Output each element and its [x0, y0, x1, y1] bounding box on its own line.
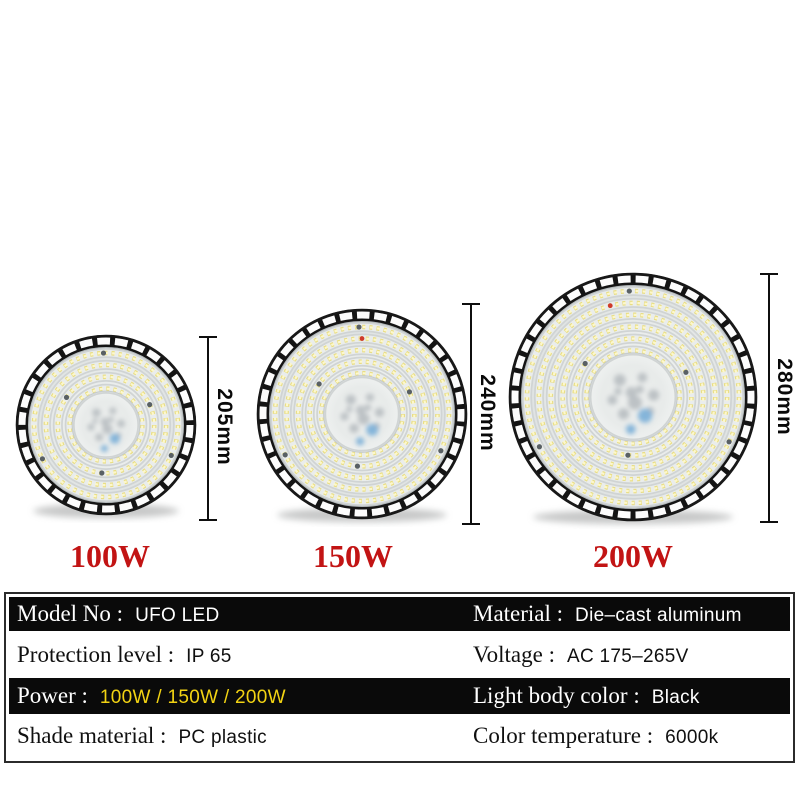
- spec-cell-material: Material : Die–cast aluminum: [465, 601, 790, 627]
- spec-row-model-material: Model No : UFO LED Material : Die–cast a…: [9, 597, 790, 631]
- spec-row-protection-voltage: Protection level : IP 65 Voltage : AC 17…: [9, 631, 790, 678]
- wattage-label-200w: 200W: [593, 538, 673, 574]
- ufo-led-lamp-illustration-200w: [508, 272, 758, 524]
- spec-cell-power: Power : 100W / 150W / 200W: [9, 683, 465, 709]
- dimension-line-200w: [760, 273, 778, 523]
- spec-label-power: Power :: [17, 683, 88, 708]
- spec-label-color-temperature: Color temperature :: [473, 723, 654, 748]
- ufo-led-lamp-illustration-150w: [256, 308, 468, 522]
- spec-label-material: Material :: [473, 601, 564, 626]
- spec-label-model: Model No :: [17, 601, 124, 626]
- spec-value-material: Die–cast aluminum: [575, 605, 742, 626]
- dimension-line-100w: [199, 336, 217, 521]
- spec-table: Model No : UFO LED Material : Die–cast a…: [4, 592, 795, 763]
- spec-value-light-body-color: Black: [651, 687, 700, 708]
- dimension-label-150w: 240mm: [476, 374, 499, 452]
- spec-cell-light-body-color: Light body color : Black: [465, 683, 790, 709]
- dimension-label-100w: 205mm: [213, 388, 236, 466]
- spec-label-light-body-color: Light body color :: [473, 683, 640, 708]
- spec-value-color-temperature: 6000k: [665, 727, 719, 748]
- spec-label-voltage: Voltage :: [473, 641, 555, 667]
- spec-row-shade-colortemp: Shade material : PC plastic Color temper…: [9, 714, 790, 758]
- spec-label-protection-level: Protection level :: [17, 641, 175, 667]
- spec-value-shade-material: PC plastic: [178, 727, 267, 748]
- dimension-line-150w: [462, 303, 480, 525]
- dimension-label-200w: 280mm: [773, 358, 796, 436]
- wattage-label-150w: 150W: [313, 538, 393, 574]
- spec-row-power-bodycolor: Power : 100W / 150W / 200W Light body co…: [9, 678, 790, 714]
- spec-cell-model: Model No : UFO LED: [9, 601, 465, 627]
- spec-value-voltage: AC 175–265V: [566, 645, 689, 667]
- wattage-label-100w: 100W: [70, 538, 150, 574]
- spec-value-power: 100W / 150W / 200W: [99, 687, 286, 708]
- spec-label-shade-material: Shade material :: [17, 723, 167, 748]
- ufo-led-lamp-illustration-100w: [15, 334, 197, 518]
- spec-cell-voltage: Voltage : AC 175–265V: [465, 642, 790, 668]
- spec-cell-color-temperature: Color temperature : 6000k: [465, 723, 790, 749]
- spec-value-model: UFO LED: [135, 605, 220, 626]
- spec-value-protection-level: IP 65: [186, 645, 232, 667]
- spec-cell-shade-material: Shade material : PC plastic: [9, 723, 465, 749]
- spec-cell-protection-level: Protection level : IP 65: [9, 642, 465, 668]
